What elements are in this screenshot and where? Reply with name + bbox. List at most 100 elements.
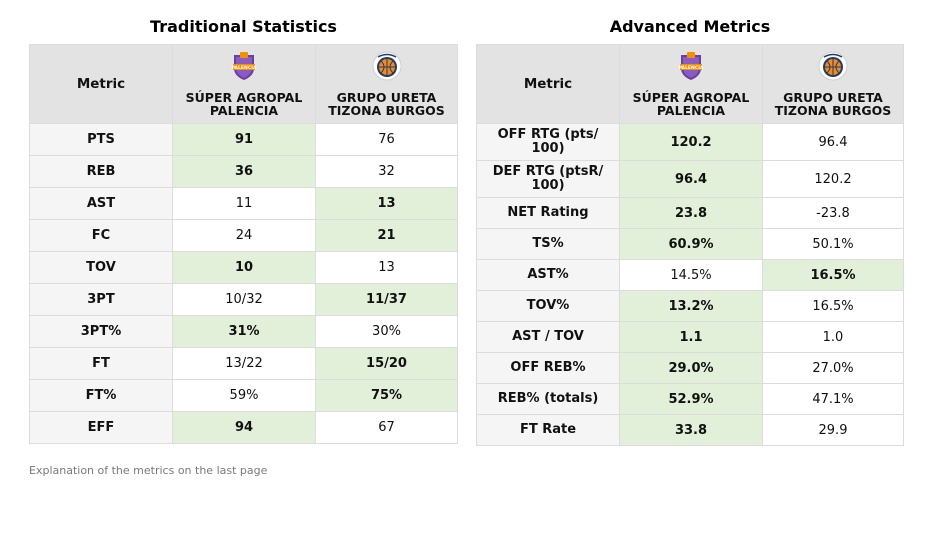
team1-value-cell: 31% xyxy=(172,315,316,348)
table-row: OFF REB% 29.0% 27.0% xyxy=(476,352,904,384)
team1-value-cell: 24 xyxy=(172,219,316,252)
team2-value-cell: 120.2 xyxy=(762,160,904,198)
table-row: TOV 10 13 xyxy=(29,251,458,284)
team2-value-cell: 13 xyxy=(315,251,458,284)
burgos-logo-icon xyxy=(372,51,401,81)
team1-value-cell: 10 xyxy=(172,251,316,284)
metric-name-line1: OFF RTG (pts/ xyxy=(497,127,599,143)
team2-value-cell: 47.1% xyxy=(762,383,904,415)
team2-value-cell: 29.9 xyxy=(762,414,904,446)
team1-value-cell: 33.8 xyxy=(619,414,763,446)
team2-value-cell: 75% xyxy=(315,379,458,412)
team2-value-cell: 32 xyxy=(315,155,458,188)
palencia-logo-icon: PALENCIA xyxy=(678,51,704,80)
metric-name-cell: 3PT xyxy=(29,283,173,316)
traditional-stats-table: Metric PALENCIA SÚPER AGROPAL PALENCIA G… xyxy=(29,44,458,444)
team2-value-cell: 1.0 xyxy=(762,321,904,353)
team1-value-cell: 29.0% xyxy=(619,352,763,384)
table-row: EFF 94 67 xyxy=(29,411,458,444)
metric-name-cell: 3PT% xyxy=(29,315,173,348)
team2-column-header: GRUPO URETA TIZONA BURGOS xyxy=(762,44,904,124)
team2-value-cell: 16.5% xyxy=(762,290,904,322)
table-row: FT 13/22 15/20 xyxy=(29,347,458,380)
table-row: REB 36 32 xyxy=(29,155,458,188)
metric-name-line1: OFF REB% xyxy=(510,360,586,376)
metric-column-header: Metric xyxy=(29,44,173,124)
table-row: OFF RTG (pts/100) 120.2 96.4 xyxy=(476,123,904,161)
team1-value-cell: 14.5% xyxy=(619,259,763,291)
team2-value-cell: 96.4 xyxy=(762,123,904,161)
table-row: NET Rating 23.8 -23.8 xyxy=(476,197,904,229)
advanced-metrics-title: Advanced Metrics xyxy=(609,17,771,36)
table-header-row: Metric PALENCIA SÚPER AGROPAL PALENCIA G… xyxy=(29,44,458,124)
team1-name-line2: PALENCIA xyxy=(656,103,726,118)
team2-value-cell: 76 xyxy=(315,123,458,156)
team2-value-cell: 15/20 xyxy=(315,347,458,380)
team1-value-cell: 23.8 xyxy=(619,197,763,229)
team2-value-cell: 21 xyxy=(315,219,458,252)
metric-name-cell: TOV xyxy=(29,251,173,284)
team1-value-cell: 1.1 xyxy=(619,321,763,353)
metric-name-cell: DEF RTG (ptsR/100) xyxy=(476,160,620,198)
burgos-logo-icon xyxy=(818,51,848,81)
table-row: FC 24 21 xyxy=(29,219,458,252)
metric-name-cell: REB xyxy=(29,155,173,188)
team1-value-cell: 59% xyxy=(172,379,316,412)
table-row: TOV% 13.2% 16.5% xyxy=(476,290,904,322)
table-row: FT% 59% 75% xyxy=(29,379,458,412)
team2-name-line2: TIZONA BURGOS xyxy=(774,103,892,118)
team2-name-line1: GRUPO URETA xyxy=(336,89,437,105)
advanced-metrics-table: Metric PALENCIA SÚPER AGROPAL PALENCIA G… xyxy=(476,44,904,446)
metric-name-cell: FT xyxy=(29,347,173,380)
team1-value-cell: 94 xyxy=(172,411,316,444)
svg-text:PALENCIA: PALENCIA xyxy=(678,65,703,71)
table-row: TS% 60.9% 50.1% xyxy=(476,228,904,260)
metric-name-cell: AST% xyxy=(476,259,620,291)
team1-value-cell: 36 xyxy=(172,155,316,188)
metric-name-cell: EFF xyxy=(29,411,173,444)
team2-value-cell: 13 xyxy=(315,187,458,220)
metric-name-cell: FT Rate xyxy=(476,414,620,446)
team1-column-header: PALENCIA SÚPER AGROPAL PALENCIA xyxy=(172,44,316,124)
metric-name-cell: AST / TOV xyxy=(476,321,620,353)
metric-name-cell: OFF REB% xyxy=(476,352,620,384)
metric-name-line1: TOV% xyxy=(526,298,570,314)
metric-name-cell: FC xyxy=(29,219,173,252)
table-row: PTS 91 76 xyxy=(29,123,458,156)
metric-name-cell: NET Rating xyxy=(476,197,620,229)
table-row: 3PT 10/32 11/37 xyxy=(29,283,458,316)
metric-name-line1: AST / TOV xyxy=(512,329,584,345)
svg-text:PALENCIA: PALENCIA xyxy=(231,65,256,71)
team1-value-cell: 96.4 xyxy=(619,160,763,198)
metric-name-line2: 100) xyxy=(531,141,565,156)
team2-value-cell: 67 xyxy=(315,411,458,444)
team2-value-cell: 27.0% xyxy=(762,352,904,384)
team1-value-cell: 60.9% xyxy=(619,228,763,260)
traditional-stats-title: Traditional Statistics xyxy=(150,17,337,36)
team1-name-line1: SÚPER AGROPAL xyxy=(632,89,750,105)
advanced-metrics-section: Advanced Metrics Metric PALENCIA SÚPER A… xyxy=(476,14,904,446)
metric-name-cell: REB% (totals) xyxy=(476,383,620,415)
table-row: AST% 14.5% 16.5% xyxy=(476,259,904,291)
team1-name-line2: PALENCIA xyxy=(209,103,279,118)
team1-value-cell: 91 xyxy=(172,123,316,156)
team1-value-cell: 10/32 xyxy=(172,283,316,316)
metric-name-cell: OFF RTG (pts/100) xyxy=(476,123,620,161)
team2-value-cell: 30% xyxy=(315,315,458,348)
table-row: DEF RTG (ptsR/100) 96.4 120.2 xyxy=(476,160,904,198)
metric-name-line1: REB% (totals) xyxy=(497,391,599,407)
footnote: Explanation of the metrics on the last p… xyxy=(29,464,268,477)
team2-value-cell: 16.5% xyxy=(762,259,904,291)
table-row: REB% (totals) 52.9% 47.1% xyxy=(476,383,904,415)
metric-name-line1: NET Rating xyxy=(507,205,589,221)
team1-value-cell: 13/22 xyxy=(172,347,316,380)
team2-value-cell: -23.8 xyxy=(762,197,904,229)
metric-name-line1: TS% xyxy=(532,236,564,252)
team1-name-line1: SÚPER AGROPAL xyxy=(185,89,303,105)
table-header-row: Metric PALENCIA SÚPER AGROPAL PALENCIA G… xyxy=(476,44,904,124)
traditional-stats-section: Traditional Statistics Metric PALENCIA S… xyxy=(29,14,458,444)
team2-name-line1: GRUPO URETA xyxy=(783,89,883,105)
team1-value-cell: 52.9% xyxy=(619,383,763,415)
metric-name-cell: PTS xyxy=(29,123,173,156)
metric-name-line1: DEF RTG (ptsR/ xyxy=(492,164,604,180)
